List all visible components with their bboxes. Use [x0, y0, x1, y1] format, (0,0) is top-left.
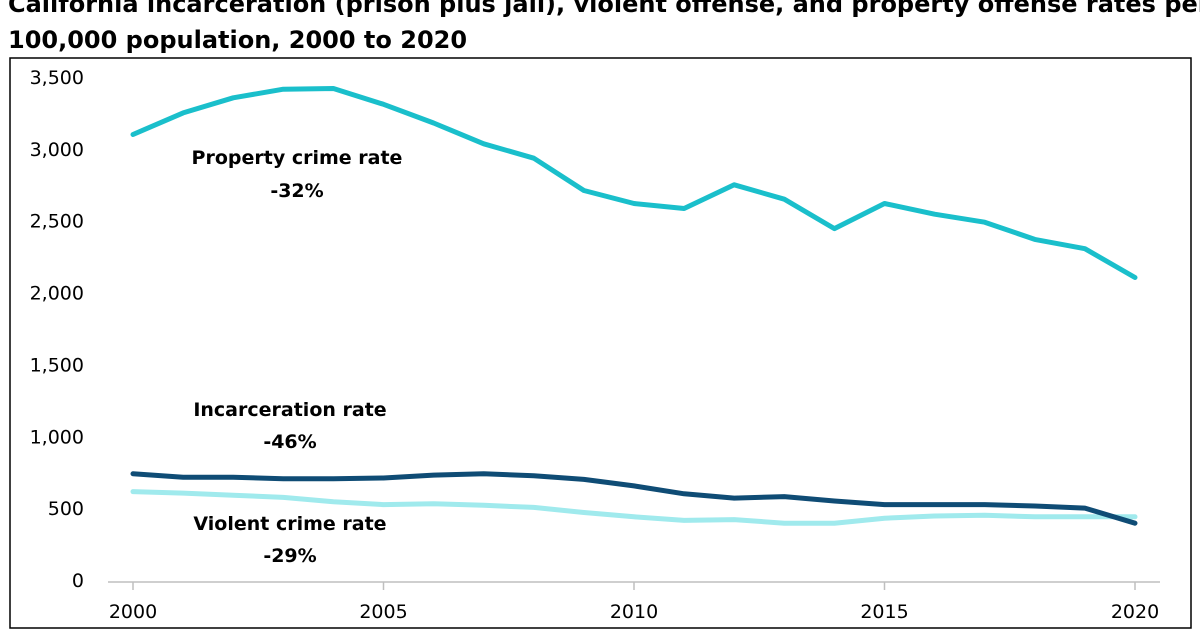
y-tick-label: 500 [48, 498, 84, 520]
y-tick-label: 2,500 [30, 211, 84, 233]
x-axis: 2000 2005 2010 2015 2020 [109, 582, 1159, 623]
y-tick-label: 3,500 [30, 67, 84, 89]
series-annotations: Property crime rate -32% Incarceration rat… [192, 147, 403, 567]
x-tick-label: 2005 [359, 601, 407, 623]
x-tick-label: 2015 [860, 601, 908, 623]
annotation-incarceration-change: -46% [263, 431, 316, 453]
y-tick-label: 2,000 [30, 283, 84, 305]
series-line-property [130, 86, 1138, 280]
annotation-property-label: Property crime rate [192, 147, 403, 169]
series-line-incarceration [130, 471, 1138, 526]
y-tick-label: 1,000 [30, 426, 84, 448]
y-tick-label: 0 [72, 570, 84, 592]
x-tick-label: 2020 [1111, 601, 1159, 623]
series-line-violent [130, 489, 1138, 526]
chart-title-line-2: 100,000 population, 2000 to 2020 [8, 26, 468, 54]
series-lines [130, 86, 1138, 526]
y-tick-label: 3,000 [30, 139, 84, 161]
annotation-incarceration-label: Incarceration rate [193, 399, 386, 421]
y-axis: 0 500 1,000 1,500 2,000 2,500 3,000 3,500 [30, 67, 84, 592]
chart-title: California incarceration (prison plus ja… [8, 0, 1200, 58]
x-tick-label: 2010 [610, 601, 658, 623]
plot-frame [9, 57, 1192, 629]
annotation-violent-label: Violent crime rate [193, 513, 386, 535]
y-tick-label: 1,500 [30, 354, 84, 376]
x-tick-label: 2000 [109, 601, 157, 623]
annotation-violent-change: -29% [263, 545, 316, 567]
chart-title-line-1: California incarceration (prison plus ja… [8, 0, 1200, 18]
annotation-property-change: -32% [270, 180, 323, 202]
